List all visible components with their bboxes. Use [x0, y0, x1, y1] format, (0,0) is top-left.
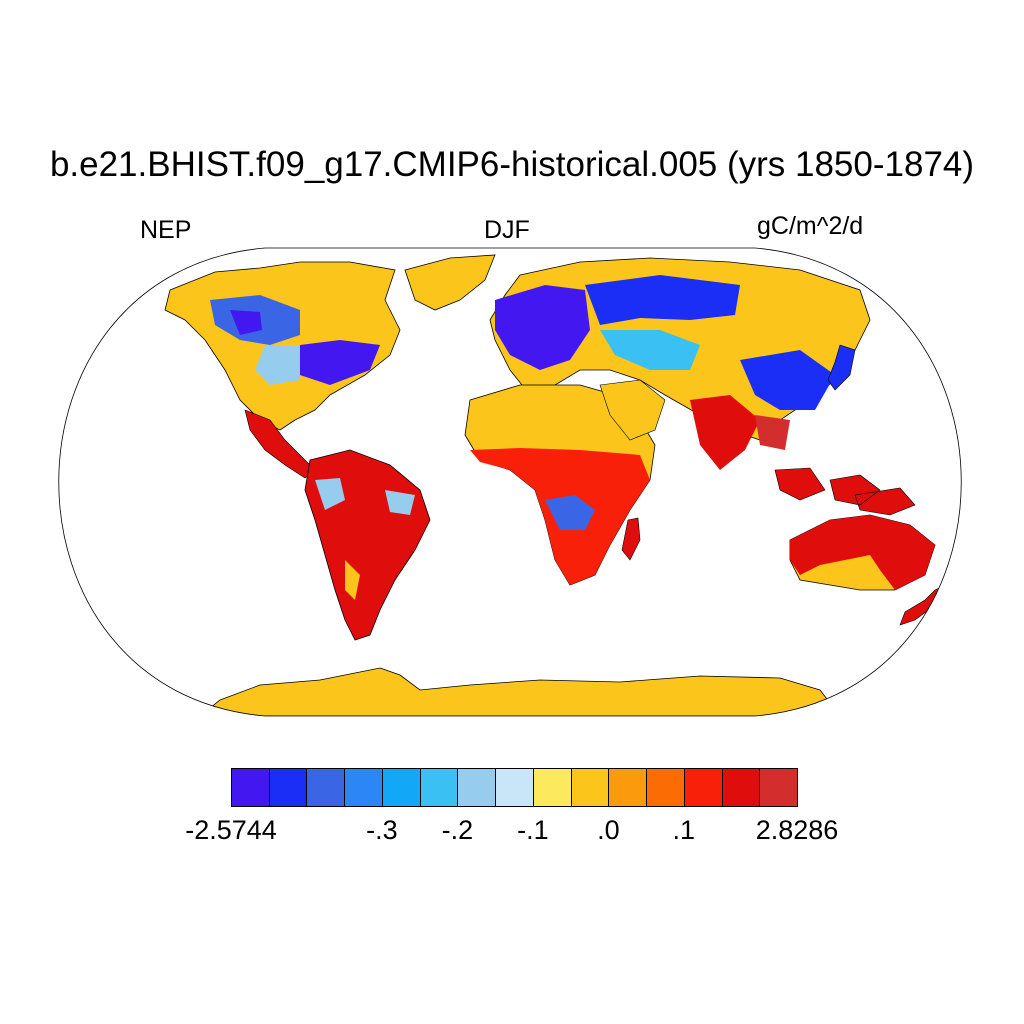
colorbar-label: -.2 — [441, 815, 474, 845]
colorbar-box — [721, 768, 761, 807]
colorbar-box — [532, 768, 572, 807]
plot-title: b.e21.BHIST.f09_g17.CMIP6-historical.005… — [49, 145, 975, 184]
colorbar-label: -.3 — [366, 815, 398, 845]
africa-blue — [545, 495, 595, 530]
colorbar-label: -.1 — [517, 815, 549, 845]
se-asia-red — [755, 415, 790, 450]
colorbar-box — [231, 768, 270, 807]
colorbar-box — [646, 768, 685, 807]
colorbar-label: .1 — [672, 815, 696, 845]
colorbar-label: .0 — [597, 815, 620, 845]
colorbar-box — [683, 768, 723, 807]
colorbar-box — [381, 768, 421, 807]
east-asia-blue — [740, 350, 835, 410]
land-arabia — [599, 379, 666, 441]
na-blue-2 — [230, 310, 380, 385]
colorbar-box — [457, 768, 497, 807]
asia-cyan — [600, 330, 700, 370]
colorbar-box — [759, 768, 798, 807]
sa-lightblue — [315, 478, 415, 515]
units-label: gC/m^2/d — [757, 212, 864, 240]
season-label: DJF — [484, 216, 530, 244]
land-layer — [164, 254, 946, 716]
colorbar-box — [570, 768, 610, 807]
sa-yellow — [345, 560, 360, 600]
colorbar-box — [306, 768, 346, 807]
colorbar-label: 2.8286 — [755, 815, 839, 845]
south-asia-red — [690, 395, 760, 470]
asia-blue — [585, 275, 740, 325]
land-greenland — [404, 254, 496, 311]
globe-outline — [58, 247, 962, 717]
land-japan — [827, 344, 856, 391]
colorbar-box — [268, 768, 308, 807]
colorbar-box — [608, 768, 648, 807]
land-indonesia — [774, 467, 916, 516]
land-madagascar — [621, 517, 641, 561]
land-south-america — [304, 449, 431, 641]
colorbar-box — [344, 768, 383, 807]
colorbar-label: -2.5744 — [185, 815, 277, 845]
land-antarctica — [198, 667, 841, 716]
colorbar-box — [495, 768, 534, 807]
na-lightblue — [255, 345, 300, 385]
australia-red — [790, 515, 935, 590]
colorbar-box — [419, 768, 459, 807]
eu-blue — [495, 285, 590, 370]
variable-label: NEP — [140, 216, 192, 244]
